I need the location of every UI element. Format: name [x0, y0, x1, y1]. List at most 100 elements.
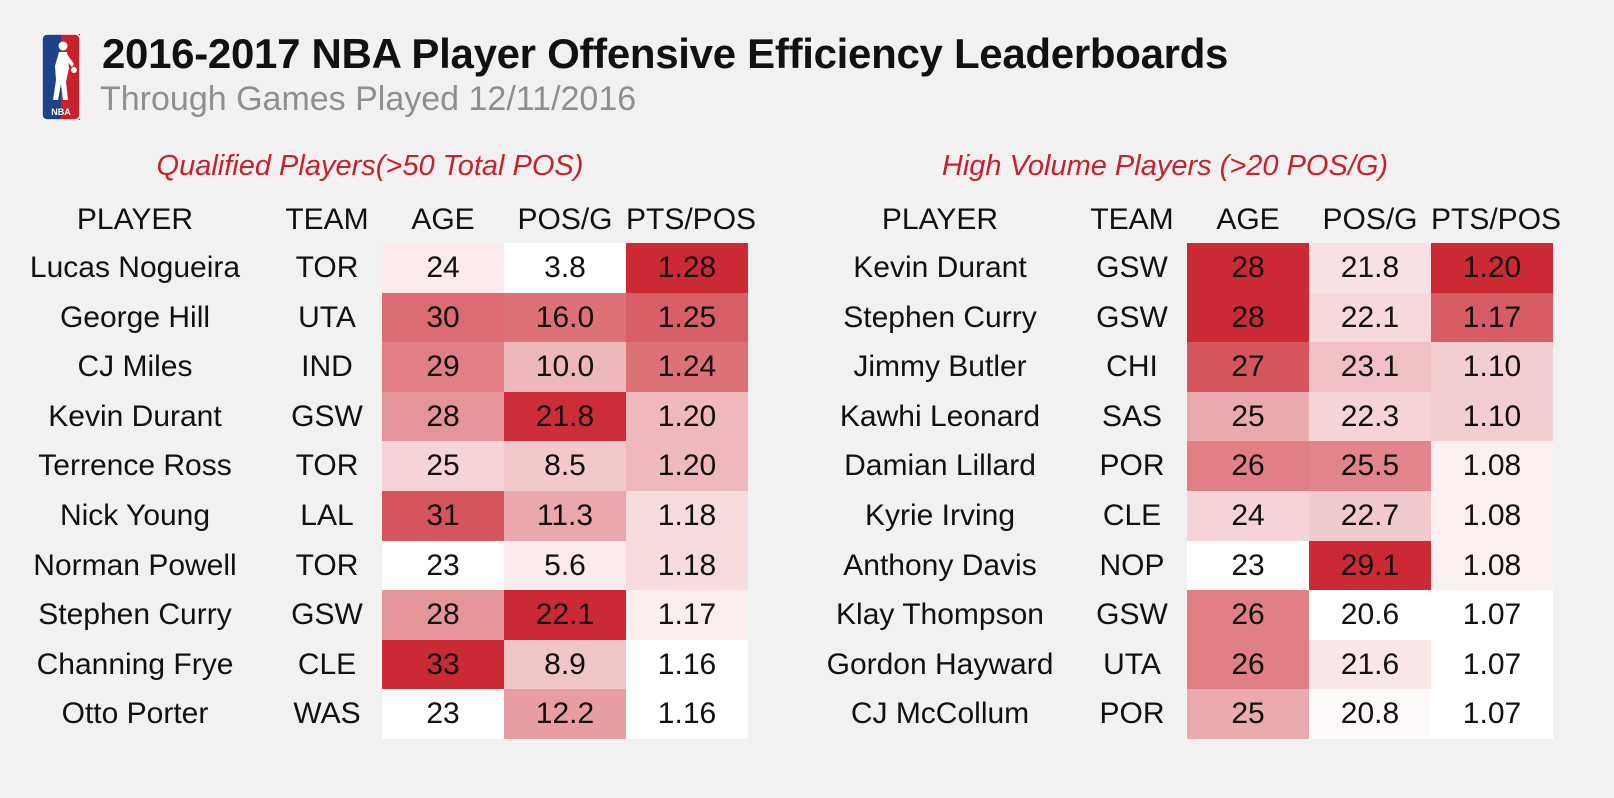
player-cell: Stephen Curry	[38, 598, 232, 632]
pos-g-cell: 22.3	[1309, 391, 1431, 442]
pos-g-cell: 22.1	[1309, 292, 1431, 343]
player-cell: Stephen Curry	[843, 300, 1037, 334]
team-cell: GSW	[1096, 300, 1168, 334]
pts-pos-cell: 1.08	[1431, 491, 1553, 541]
team-cell: GSW	[291, 598, 363, 632]
pts-pos-cell: 1.10	[1431, 391, 1553, 442]
age-cell: 26	[1187, 639, 1309, 690]
pos-g-cell: 11.3	[504, 491, 626, 541]
player-cell: Channing Frye	[36, 647, 234, 681]
pts-pos-cell: 1.18	[626, 491, 748, 541]
pos-g-cell: 22.7	[1309, 491, 1431, 541]
pts-pos-cell: 1.24	[626, 342, 748, 393]
col-header-age: AGE	[1216, 203, 1280, 236]
page-subtitle: Through Games Played 12/11/2016	[100, 80, 637, 118]
pts-pos-cell: 1.10	[1431, 342, 1553, 393]
pos-g-cell: 23.1	[1309, 342, 1431, 393]
pts-pos-cell: 1.25	[626, 292, 748, 343]
pts-pos-cell: 1.20	[1431, 243, 1553, 293]
col-header-age: AGE	[411, 203, 475, 236]
player-cell: Kyrie Irving	[864, 499, 1016, 532]
player-cell: Otto Porter	[61, 697, 209, 731]
pos-g-cell: 29.1	[1309, 540, 1431, 591]
nba-logo-text: NBA	[51, 107, 71, 117]
col-header-pts-pos: PTS/POS	[626, 203, 757, 236]
pos-g-cell: 5.6	[504, 540, 626, 591]
table-title: Qualified Players(>50 Total POS)	[156, 150, 584, 182]
pos-g-cell: 21.6	[1309, 639, 1431, 690]
pos-g-cell: 25.5	[1309, 441, 1431, 492]
col-header-player: PLAYER	[76, 203, 194, 236]
pos-g-cell: 8.5	[504, 441, 626, 492]
age-cell: 31	[382, 491, 504, 541]
team-cell: IND	[301, 350, 353, 384]
player-cell: George Hill	[59, 300, 211, 334]
pts-pos-cell: 1.07	[1431, 689, 1553, 740]
player-cell: Jimmy Butler	[853, 350, 1027, 384]
team-cell: UTA	[1103, 647, 1161, 681]
team-cell: LAL	[300, 499, 354, 532]
pos-g-cell: 10.0	[504, 342, 626, 393]
age-cell: 27	[1187, 342, 1309, 393]
age-cell: 28	[382, 590, 504, 641]
pos-g-cell: 21.8	[1309, 243, 1431, 293]
player-cell: CJ Miles	[77, 350, 193, 384]
pts-pos-cell: 1.20	[626, 441, 748, 492]
player-cell: Norman Powell	[33, 548, 237, 582]
pos-g-cell: 3.8	[504, 243, 626, 293]
pos-g-cell: 16.0	[504, 292, 626, 343]
age-cell: 23	[1187, 540, 1309, 591]
team-cell: CHI	[1106, 350, 1158, 384]
team-cell: WAS	[293, 697, 361, 731]
player-cell: Kawhi Leonard	[839, 399, 1041, 433]
table-title: High Volume Players (>20 POS/G)	[941, 150, 1389, 182]
col-header-pos-g: POS/G	[1322, 203, 1418, 236]
player-cell: Gordon Hayward	[826, 647, 1054, 681]
pts-pos-cell: 1.16	[626, 639, 748, 690]
player-cell: Kevin Durant	[48, 399, 222, 433]
age-cell: 25	[1187, 391, 1309, 442]
team-cell: CLE	[1102, 499, 1162, 532]
age-cell: 28	[1187, 243, 1309, 293]
age-cell: 26	[1187, 590, 1309, 641]
player-cell: Klay Thompson	[836, 598, 1044, 632]
team-cell: GSW	[1096, 598, 1168, 632]
age-cell: 28	[1187, 292, 1309, 343]
team-cell: NOP	[1099, 548, 1165, 582]
pts-pos-cell: 1.07	[1431, 639, 1553, 690]
pos-g-cell: 22.1	[504, 590, 626, 641]
team-cell: GSW	[1096, 251, 1168, 284]
col-header-player: PLAYER	[881, 203, 999, 236]
col-header-pts-pos: PTS/POS	[1431, 203, 1562, 236]
pts-pos-cell: 1.17	[1431, 292, 1553, 343]
team-cell: TOR	[295, 251, 359, 284]
pos-g-cell: 20.8	[1309, 689, 1431, 740]
nba-logo: NBA	[42, 34, 80, 120]
player-cell: Lucas Nogueira	[29, 251, 241, 284]
player-cell: Anthony Davis	[843, 548, 1037, 582]
pts-pos-cell: 1.28	[626, 243, 748, 293]
age-cell: 25	[382, 441, 504, 492]
team-cell: GSW	[291, 399, 363, 433]
page-title: 2016-2017 NBA Player Offensive Efficienc…	[102, 30, 1229, 77]
player-cell: Nick Young	[59, 499, 211, 532]
age-cell: 30	[382, 292, 504, 343]
pts-pos-cell: 1.16	[626, 689, 748, 740]
age-cell: 24	[382, 243, 504, 293]
team-cell: POR	[1099, 697, 1165, 731]
age-cell: 23	[382, 689, 504, 740]
player-cell: CJ McCollum	[850, 697, 1030, 731]
team-cell: SAS	[1101, 399, 1163, 433]
age-cell: 28	[382, 391, 504, 442]
age-cell: 24	[1187, 491, 1309, 541]
pts-pos-cell: 1.08	[1431, 441, 1553, 492]
pos-g-cell: 8.9	[504, 639, 626, 690]
team-cell: POR	[1099, 449, 1165, 483]
pts-pos-cell: 1.07	[1431, 590, 1553, 641]
col-header-team: TEAM	[1090, 203, 1174, 236]
age-cell: 25	[1187, 689, 1309, 740]
col-header-pos-g: POS/G	[517, 203, 613, 236]
player-cell: Terrence Ross	[38, 449, 232, 483]
col-header-team: TEAM	[285, 203, 369, 236]
team-cell: UTA	[298, 300, 356, 334]
